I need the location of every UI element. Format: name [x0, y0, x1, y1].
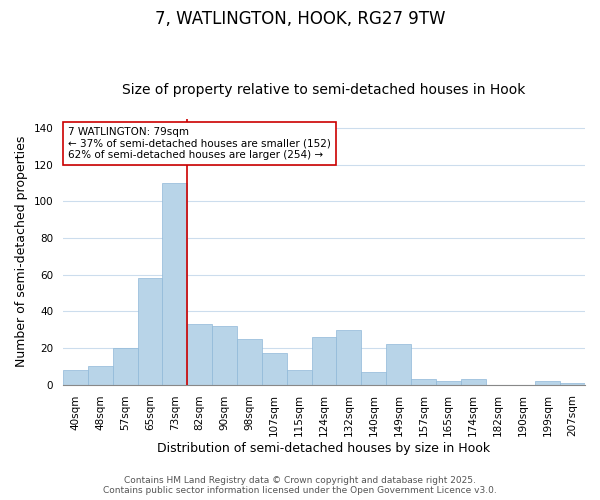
Text: 7, WATLINGTON, HOOK, RG27 9TW: 7, WATLINGTON, HOOK, RG27 9TW [155, 10, 445, 28]
Bar [88, 366, 113, 384]
Text: Contains HM Land Registry data © Crown copyright and database right 2025.
Contai: Contains HM Land Registry data © Crown c… [103, 476, 497, 495]
Bar [237, 339, 262, 384]
Bar [287, 370, 311, 384]
Bar [535, 381, 560, 384]
Bar [411, 379, 436, 384]
Y-axis label: Number of semi-detached properties: Number of semi-detached properties [15, 136, 28, 368]
Bar [187, 324, 212, 384]
X-axis label: Distribution of semi-detached houses by size in Hook: Distribution of semi-detached houses by … [157, 442, 491, 455]
Bar [461, 379, 485, 384]
Title: Size of property relative to semi-detached houses in Hook: Size of property relative to semi-detach… [122, 83, 526, 97]
Bar [262, 354, 287, 384]
Bar [560, 383, 585, 384]
Bar [361, 372, 386, 384]
Text: 7 WATLINGTON: 79sqm
← 37% of semi-detached houses are smaller (152)
62% of semi-: 7 WATLINGTON: 79sqm ← 37% of semi-detach… [68, 127, 331, 160]
Bar [137, 278, 163, 384]
Bar [212, 326, 237, 384]
Bar [337, 330, 361, 384]
Bar [386, 344, 411, 385]
Bar [113, 348, 137, 385]
Bar [163, 183, 187, 384]
Bar [311, 337, 337, 384]
Bar [436, 381, 461, 384]
Bar [63, 370, 88, 384]
